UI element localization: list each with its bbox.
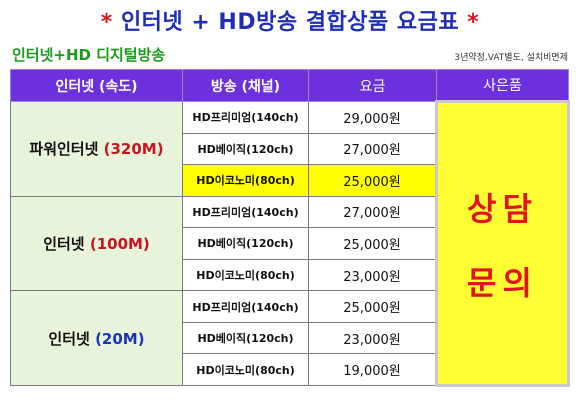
plan-speed: (100M) (89, 234, 150, 253)
channel-cell: HD베이직(120ch) (182, 227, 309, 260)
table-row: HD베이직(120ch) 25,000원 (11, 227, 569, 260)
price-cell: 25,000원 (308, 227, 437, 260)
channel-cell: HD프리미엄(140ch) (182, 195, 309, 229)
plan-name: 인터넷 (48, 329, 90, 348)
header-channel: 방송 (채널) (182, 69, 309, 102)
price-table: 인터넷 (속도) 방송 (채널) 요금 사은품 파워인터넷 (320M) HD프… (10, 69, 570, 387)
plan-speed: (20M) (95, 329, 145, 348)
price-cell: 25,000원 (308, 290, 437, 323)
table-row: HD이코노미(80ch) 19,000원 (11, 353, 569, 386)
price-cell-highlighted: 25,000원 (308, 164, 437, 197)
header-price: 요금 (308, 69, 437, 102)
speed-cell-group-2: 인터넷 (100M) (10, 195, 183, 292)
header-gift: 사은품 (436, 69, 569, 102)
gift-cell: 상담 문의 (435, 100, 570, 387)
plan-name: 파워인터넷 (29, 140, 99, 159)
gift-line-1: 상담 (467, 189, 538, 228)
channel-cell: HD이코노미(80ch) (182, 258, 309, 292)
speed-cell-group-1: 파워인터넷 (320M) (10, 101, 183, 197)
table-row: 인터넷 (100M) HD프리미엄(140ch) 27,000원 (10, 195, 569, 292)
table-row: HD베이직(120ch) 27,000원 (11, 132, 569, 166)
channel-cell: HD이코노미(80ch) (182, 353, 309, 386)
title-text: 인터넷 + HD방송 결합상품 요금표 (120, 10, 460, 35)
table-row: 파워인터넷 (320M) HD프리미엄(140ch) 29,000원 상담 문의 (10, 100, 570, 387)
price-cell: 27,000원 (308, 132, 437, 166)
channel-cell: HD프리미엄(140ch) (182, 101, 309, 134)
table-row: HD이코노미(80ch) 23,000원 (11, 258, 569, 292)
header-speed: 인터넷 (속도) (10, 69, 183, 102)
table-header-row: 인터넷 (속도) 방송 (채널) 요금 사은품 (10, 69, 569, 102)
speed-cell-group-3: 인터넷 (20M) (10, 290, 183, 386)
price-table-container: 인터넷 (속도) 방송 (채널) 요금 사은품 파워인터넷 (320M) HD프… (10, 69, 570, 387)
terms-note: 3년약정,VAT별도, 설치비면제 (454, 53, 568, 63)
title-star-left: * (100, 10, 113, 35)
channel-cell: HD베이직(120ch) (182, 132, 309, 166)
subtitle: 인터넷+HD 디지털방송 (12, 46, 166, 64)
table-row: 인터넷 (20M) HD프리미엄(140ch) 25,000원 (10, 290, 569, 386)
channel-cell-highlighted: HD이코노미(80ch) (182, 164, 309, 197)
page-title: * 인터넷 + HD방송 결합상품 요금표 * (0, 4, 580, 36)
title-star-right: * (467, 10, 480, 35)
channel-cell: HD베이직(120ch) (182, 321, 309, 355)
price-cell: 23,000원 (308, 258, 437, 292)
price-cell: 23,000원 (308, 321, 437, 355)
price-cell: 29,000원 (308, 101, 437, 134)
price-cell: 27,000원 (308, 195, 437, 229)
plan-name: 인터넷 (43, 234, 85, 253)
gift-line-2: 문의 (467, 263, 538, 302)
plan-speed: (320M) (103, 140, 164, 159)
channel-cell: HD프리미엄(140ch) (182, 290, 309, 323)
price-cell: 19,000원 (308, 353, 437, 386)
